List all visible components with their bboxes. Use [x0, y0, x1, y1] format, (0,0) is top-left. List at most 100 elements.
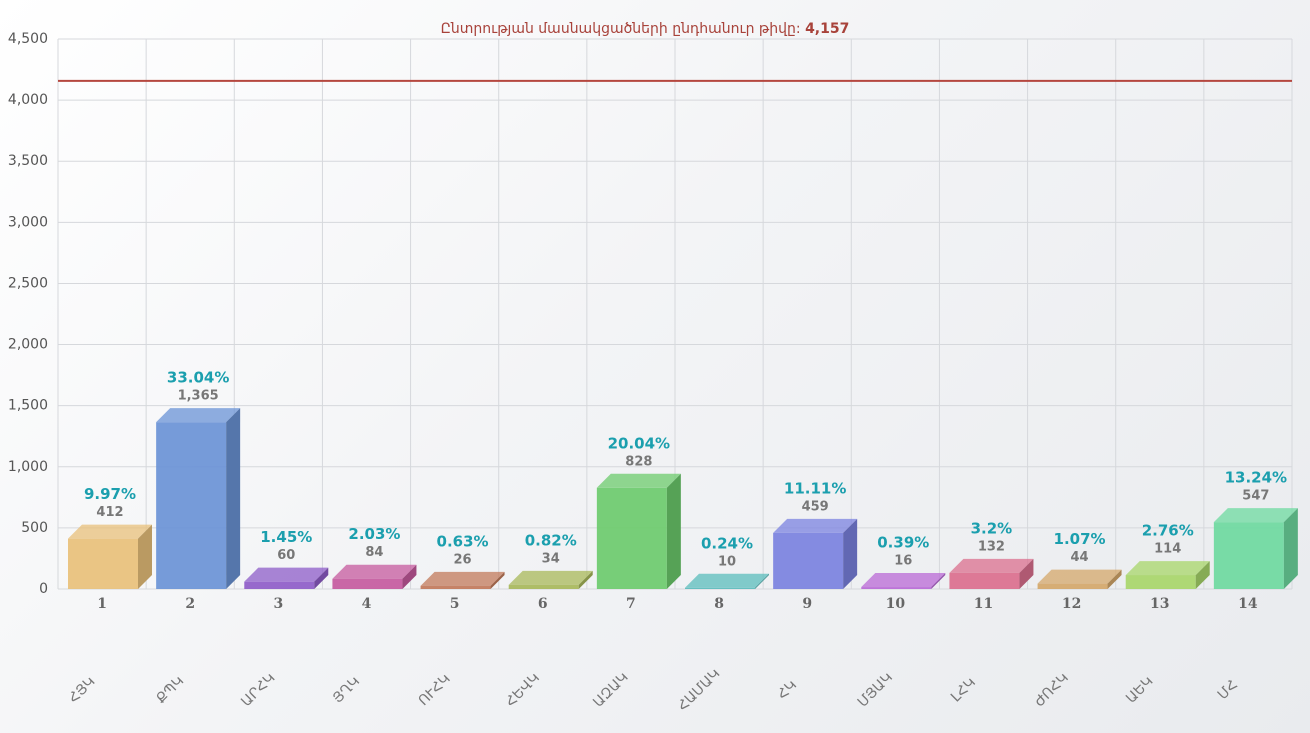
category-name: ՀԵՎԿ	[503, 670, 543, 710]
bar-side	[931, 573, 946, 589]
percent-label: 0.39%	[877, 534, 929, 552]
category-name: ՀՅԿ	[66, 674, 99, 707]
bar-side	[226, 408, 241, 589]
percent-label: 3.2%	[971, 519, 1013, 537]
x-tick-label: 7	[626, 596, 636, 612]
bar-top	[1125, 561, 1210, 576]
bar-top	[685, 573, 769, 588]
bar-top	[332, 564, 417, 579]
value-label: 44	[1071, 550, 1089, 565]
bar	[1037, 583, 1108, 589]
bar-group	[1037, 569, 1122, 589]
percent-label: 13.24%	[1225, 469, 1287, 487]
value-label: 84	[365, 545, 383, 560]
category-name: ԱՐՀԿ	[238, 670, 278, 710]
value-label: 412	[96, 505, 123, 520]
bar-side	[402, 564, 417, 589]
percent-label: 2.03%	[348, 525, 400, 543]
percent-label: 1.45%	[260, 528, 312, 546]
percent-label: 11.11%	[784, 479, 846, 497]
percent-label: 33.04%	[167, 369, 229, 387]
bar-group	[332, 564, 417, 589]
percent-label: 2.76%	[1142, 522, 1194, 540]
category-name: ՄՀ	[1215, 677, 1241, 703]
bar-group	[420, 571, 505, 589]
y-tick-label: 0	[39, 581, 48, 597]
bar	[596, 487, 667, 589]
value-label: 114	[1154, 542, 1181, 557]
bar-top	[508, 570, 593, 585]
value-label: 828	[625, 454, 652, 469]
y-tick-label: 1,000	[8, 459, 48, 475]
bar-group	[68, 524, 152, 589]
percent-label: 9.97%	[84, 485, 136, 503]
x-tick-label: 12	[1062, 596, 1081, 612]
bar-group	[1125, 561, 1210, 589]
category-name: ՄՅԱԿ	[855, 669, 896, 710]
value-label: 34	[542, 551, 560, 566]
value-label: 10	[718, 554, 736, 569]
title-text: Ընտրության մասնակցածների ընդհանուր թիվը:	[441, 21, 801, 37]
bar-side	[1195, 561, 1210, 589]
y-tick-label: 3,500	[8, 153, 48, 169]
bar-group	[949, 558, 1034, 589]
bar	[244, 581, 315, 589]
value-label: 60	[277, 548, 295, 563]
bar	[508, 584, 579, 589]
y-tick-label: 1,500	[8, 398, 48, 414]
bar	[949, 572, 1020, 589]
bar-group	[685, 573, 769, 589]
category-name: ՈՒՀԿ	[416, 671, 454, 709]
bar	[773, 532, 844, 589]
x-tick-label: 14	[1238, 596, 1258, 612]
y-tick-label: 3,000	[8, 214, 48, 230]
value-label: 459	[802, 499, 829, 514]
bar	[420, 585, 491, 589]
bar-top	[156, 408, 241, 423]
bar-top	[773, 518, 858, 533]
value-label: 132	[978, 539, 1005, 554]
bar-group	[596, 473, 681, 589]
value-label: 26	[454, 552, 472, 567]
bar	[1213, 522, 1284, 589]
bar-side	[578, 570, 593, 589]
value-label: 1,365	[178, 389, 219, 404]
bar-top	[949, 558, 1034, 573]
value-label: 16	[894, 554, 912, 569]
bar-top	[861, 573, 946, 588]
category-name: ՀԱՄԱԿ	[675, 666, 724, 715]
bar-side	[755, 573, 769, 589]
bar-group	[508, 570, 593, 589]
category-name: ՅՂԿ	[330, 673, 363, 706]
x-tick-label: 9	[802, 596, 812, 612]
x-tick-label: 10	[886, 596, 906, 612]
bar-top	[420, 571, 505, 586]
bar-side	[666, 473, 681, 589]
bar	[1125, 575, 1196, 589]
bar-group	[244, 567, 329, 589]
y-tick-label: 4,000	[8, 92, 48, 108]
bar-side	[1019, 558, 1034, 589]
category-name: ԱԶԱԿ	[590, 669, 631, 710]
x-tick-label: 6	[538, 596, 548, 612]
percent-label: 1.07%	[1054, 530, 1106, 548]
x-tick-label: 2	[185, 596, 195, 612]
category-name: ԺՈՀԿ	[1031, 670, 1071, 710]
x-tick-label: 13	[1150, 596, 1169, 612]
percent-label: 20.04%	[608, 434, 670, 452]
x-tick-label: 5	[450, 596, 460, 612]
bar	[685, 587, 755, 589]
category-name: ՀԿ	[774, 677, 800, 703]
bar-group	[156, 408, 241, 589]
x-tick-label: 8	[714, 596, 724, 612]
y-tick-label: 4,500	[8, 31, 48, 47]
bar	[332, 578, 403, 589]
bar-top	[596, 473, 681, 488]
bar-side	[490, 571, 505, 589]
bar	[68, 538, 138, 589]
bar-side	[138, 524, 152, 589]
x-tick-label: 3	[273, 596, 283, 612]
x-tick-label: 11	[974, 596, 993, 612]
y-tick-label: 2,500	[8, 275, 48, 291]
